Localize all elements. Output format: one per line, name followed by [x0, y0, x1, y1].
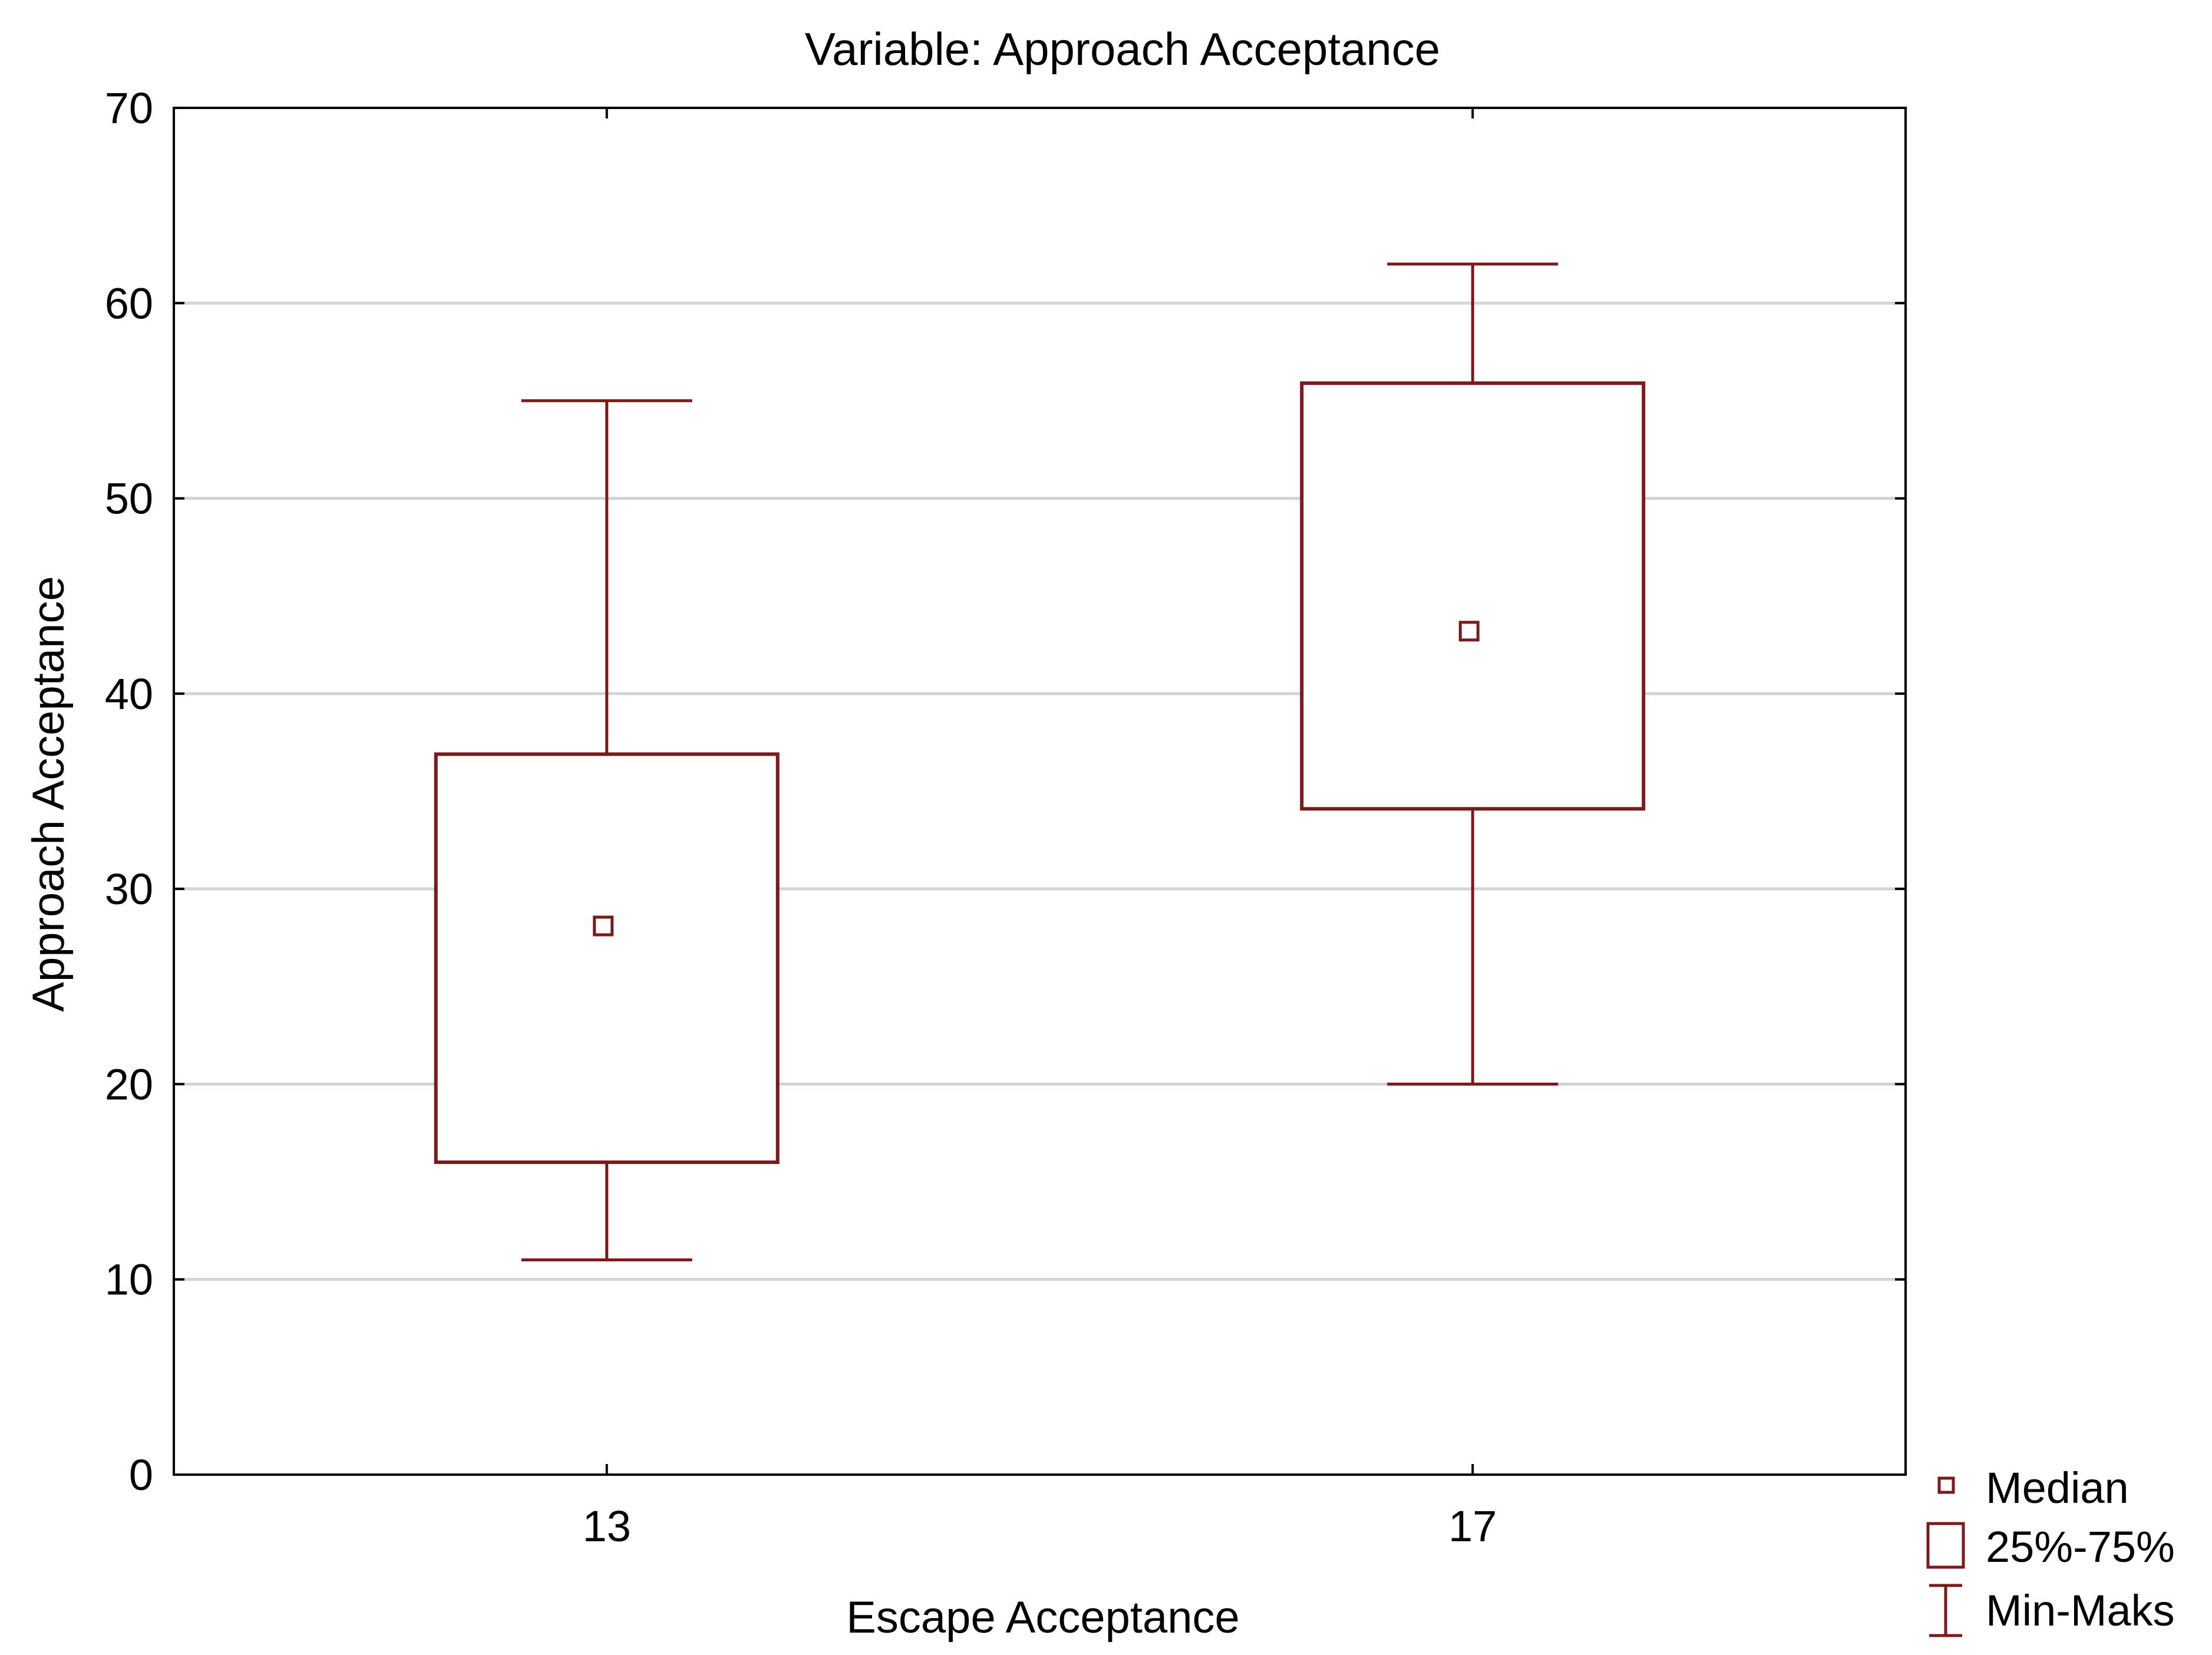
plot-border: [173, 107, 1907, 1476]
legend-box-label: 25%-75%: [1986, 1522, 2175, 1571]
y-tick-label: 20: [105, 1060, 153, 1109]
x-axis-label: Escape Acceptance: [846, 1593, 1240, 1643]
median-marker: [593, 915, 614, 937]
x-tick-label: 13: [583, 1502, 631, 1551]
grid-lines: [174, 301, 1906, 1281]
box-plot-marks: [434, 262, 1646, 1262]
y-tick-label: 30: [105, 865, 153, 914]
legend: Median 25%-75% Min-Maks: [1926, 1463, 2175, 1637]
y-tick-label: 0: [129, 1450, 153, 1499]
y-tick-label: 40: [105, 670, 153, 718]
y-axis-label: Approach Acceptance: [24, 576, 74, 1011]
y-tick-label: 60: [105, 279, 153, 328]
iqr-box: [434, 752, 780, 1164]
x-tick-label: 17: [1448, 1502, 1497, 1551]
legend-median-label: Median: [1986, 1463, 2129, 1512]
y-tick-label: 50: [105, 474, 153, 523]
legend-box-icon: [1926, 1522, 1965, 1569]
chart-title: Variable: Approach Acceptance: [805, 23, 1440, 75]
axis-ticks: 0 10 20 30 40 50 60 70 13 17: [105, 84, 1906, 1551]
y-tick-label: 10: [105, 1255, 153, 1304]
legend-whisker-label: Min-Maks: [1986, 1586, 2175, 1635]
y-tick-label: 70: [105, 84, 153, 133]
legend-median-icon: [1937, 1476, 1955, 1494]
iqr-box: [1300, 381, 1646, 811]
plot-frame: [173, 107, 1907, 1476]
median-marker: [1458, 621, 1480, 642]
